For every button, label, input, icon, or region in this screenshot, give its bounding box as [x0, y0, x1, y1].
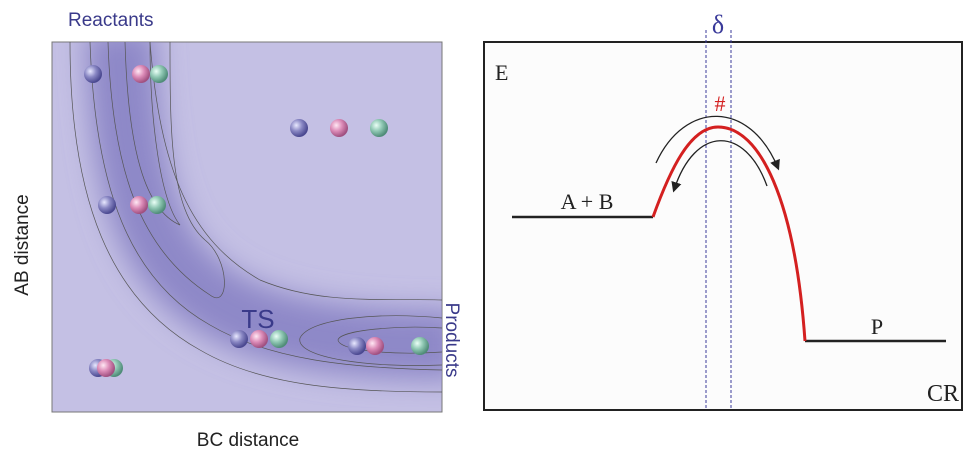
reactants-label: A + B — [561, 189, 614, 214]
reactants-label: Reactants — [68, 10, 154, 31]
e-label: E — [495, 60, 508, 85]
ts-label: TS — [241, 304, 274, 334]
energy-profile: δ E # A + B P CR — [484, 10, 962, 410]
delta-label: δ — [712, 10, 724, 39]
products-label: P — [871, 314, 883, 339]
x-axis-label: BC distance — [197, 430, 299, 451]
products-label: Products — [441, 303, 462, 378]
y-axis-label: AB distance — [12, 194, 33, 295]
cr-label: CR — [927, 381, 959, 407]
potential-surface: Reactants AB distance BC distance TS Pro… — [12, 10, 462, 451]
figure: Reactants AB distance BC distance TS Pro… — [0, 0, 967, 451]
page: Reactants AB distance BC distance TS Pro… — [0, 0, 967, 451]
ts-label: # — [715, 91, 726, 116]
